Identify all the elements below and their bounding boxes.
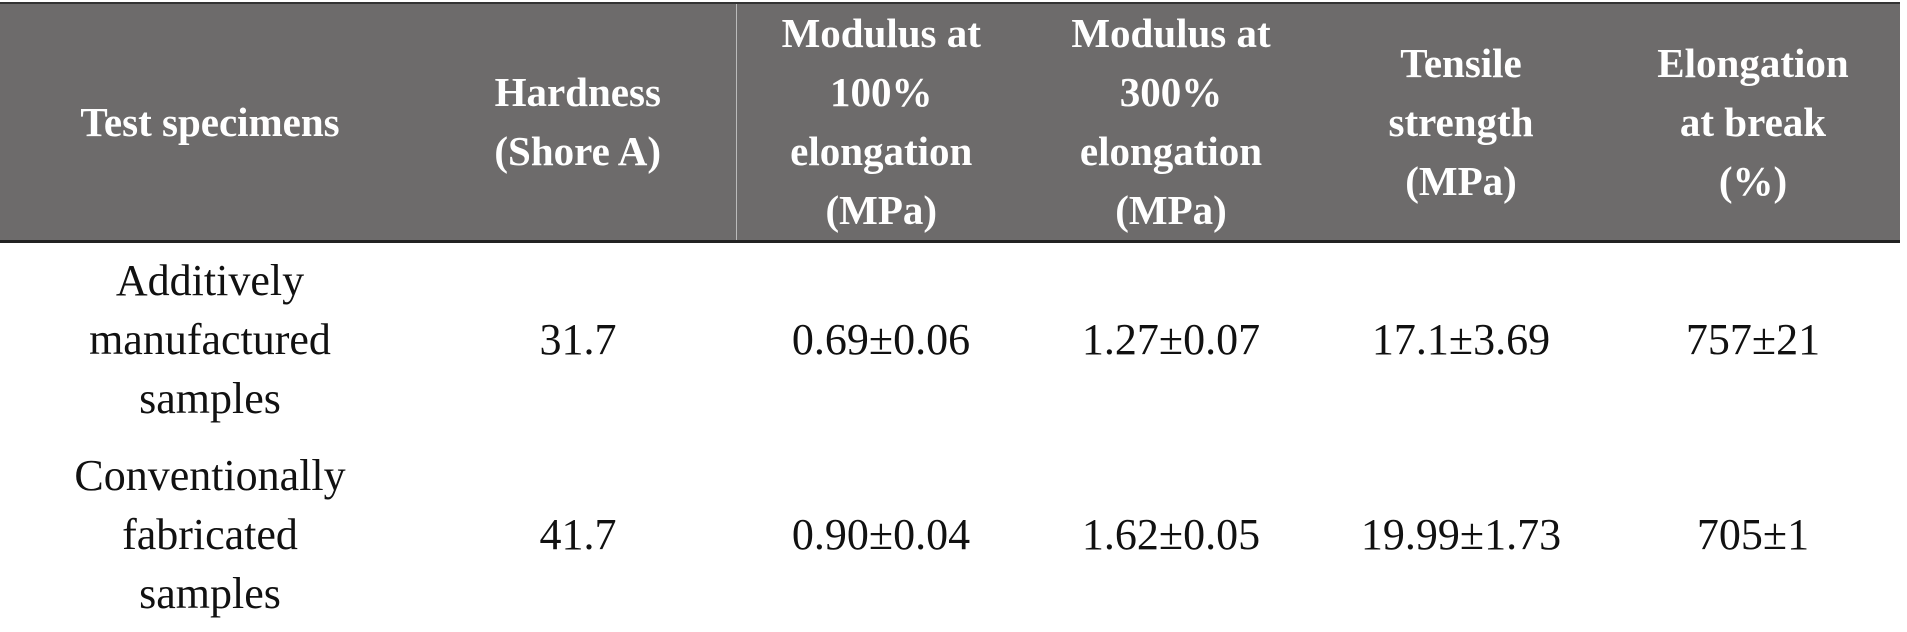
table-cell: Conventionally fabricated samples (0, 437, 420, 632)
cell-line: 705±1 (1696, 509, 1810, 559)
table-cell: 31.7 (420, 242, 736, 437)
cell-line: (%) (1718, 157, 1788, 204)
table-body: Additively manufactured samples 31.7 0.69±0.… (0, 242, 1900, 632)
table-row: Additively manufactured samples 31.7 0.69±0.… (0, 242, 1900, 437)
table-cell: 17.1±3.69 (1316, 242, 1606, 437)
cell-line: Additively (115, 256, 305, 306)
cell-line: samples (139, 374, 281, 424)
table-cell: 41.7 (420, 437, 736, 632)
table-header: Test specimens Hardness (Shore A) Modulus a… (0, 3, 1900, 242)
header-cell: Elongation at break (%) (1606, 3, 1900, 242)
cell-line: fabricated (122, 509, 298, 559)
cell-line: 300% (1119, 69, 1223, 115)
table-cell: 0.90±0.04 (736, 437, 1026, 632)
cell-line: Conventionally (74, 450, 346, 500)
cell-line: at break (1679, 98, 1827, 145)
header-cell: Test specimens (0, 3, 420, 242)
cell-line: (MPa) (825, 187, 938, 233)
cell-line: manufactured (89, 315, 331, 365)
cell-line: Test specimens (80, 98, 340, 145)
cell-line: elongation (790, 128, 973, 174)
table-cell: Additively manufactured samples (0, 242, 420, 437)
cell-line: strength (1388, 98, 1534, 145)
cell-line: 17.1±3.69 (1371, 315, 1551, 365)
cell-line: elongation (1079, 128, 1263, 174)
header-cell: Tensile strength (MPa) (1316, 3, 1606, 242)
table-cell: 19.99±1.73 (1316, 437, 1606, 632)
header-row: Test specimens Hardness (Shore A) Modulus a… (0, 3, 1900, 242)
table-cell: 0.69±0.06 (736, 242, 1026, 437)
header-cell: Modulus at 300% elongation (MPa) (1026, 3, 1316, 242)
cell-line: 100% (830, 69, 933, 115)
cell-line: 1.62±0.05 (1081, 509, 1261, 559)
table-cell: 1.62±0.05 (1026, 437, 1316, 632)
cell-line: Modulus at (781, 10, 981, 56)
cell-line: 41.7 (539, 509, 617, 559)
table-cell: 1.27±0.07 (1026, 242, 1316, 437)
cell-line: 0.69±0.06 (791, 315, 971, 365)
cell-line: samples (139, 568, 281, 618)
cell-line: 757±21 (1685, 315, 1821, 365)
cell-line: (Shore A) (494, 128, 662, 174)
cell-line: Tensile (1400, 39, 1522, 86)
cell-line: 0.90±0.04 (791, 509, 971, 559)
cell-line: 31.7 (539, 315, 617, 365)
cell-line: Modulus at (1071, 10, 1271, 56)
cell-line: (MPa) (1405, 157, 1517, 204)
table-cell: 757±21 (1606, 242, 1900, 437)
table-cell: 705±1 (1606, 437, 1900, 632)
cell-line: 19.99±1.73 (1360, 509, 1562, 559)
cell-line: (MPa) (1115, 187, 1227, 233)
header-cell: Hardness (Shore A) (420, 3, 736, 242)
cell-line: Hardness (494, 69, 661, 115)
cell-line: Elongation (1657, 39, 1849, 86)
header-cell: Modulus at 100% elongation (MPa) (735, 3, 1026, 242)
table-row: Conventionally fabricated samples 41.7 0.90±… (0, 437, 1900, 632)
cell-line: 1.27±0.07 (1081, 315, 1261, 365)
